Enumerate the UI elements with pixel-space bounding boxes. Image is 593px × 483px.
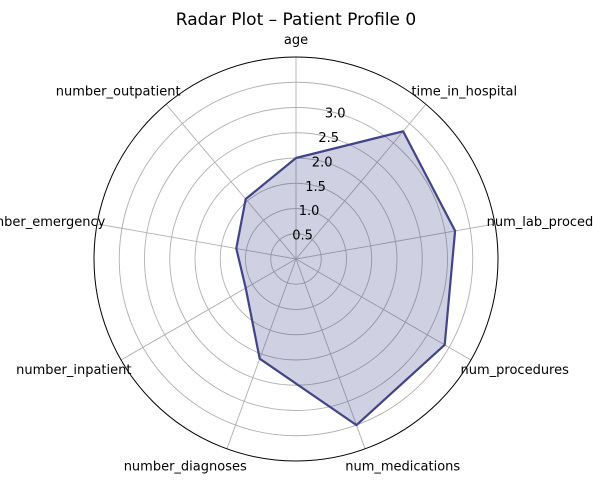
angular-grid-line xyxy=(295,258,472,361)
category-label: num_procedures xyxy=(461,363,570,378)
angular-grid-line xyxy=(295,103,427,260)
radial-tick-label: 3.0 xyxy=(325,107,346,122)
angular-grid-line xyxy=(165,103,297,260)
angular-grid-line xyxy=(295,223,496,260)
angular-grid-line xyxy=(120,258,297,361)
category-label: age xyxy=(284,33,308,48)
radial-tick-label: 1.0 xyxy=(299,204,320,219)
angular-grid-line xyxy=(96,223,297,260)
category-label: number_inpatient xyxy=(16,363,131,378)
category-label: num_lab_procedures xyxy=(487,215,593,230)
category-label: number_diagnoses xyxy=(124,460,247,475)
label-layer: 0.51.01.52.02.53.0agetime_in_hospitalnum… xyxy=(0,33,593,475)
radial-tick-label: 0.5 xyxy=(292,229,313,244)
polar-spine xyxy=(93,56,499,462)
grid-layer xyxy=(93,56,499,462)
category-label: num_medications xyxy=(345,460,460,475)
angular-grid-line xyxy=(295,258,366,449)
series-line xyxy=(235,130,457,427)
chart-title: Radar Plot – Patient Profile 0 xyxy=(176,10,416,30)
radial-tick-label: 1.5 xyxy=(305,180,326,195)
category-label: time_in_hospital xyxy=(411,84,517,99)
data-layer xyxy=(235,130,457,427)
angular-grid-line xyxy=(226,258,297,449)
radial-tick-label: 2.5 xyxy=(318,131,339,146)
radial-tick-label: 2.0 xyxy=(312,155,333,170)
series-area xyxy=(236,131,456,426)
category-label: number_outpatient xyxy=(56,84,181,99)
category-label: number_emergency xyxy=(0,215,106,230)
